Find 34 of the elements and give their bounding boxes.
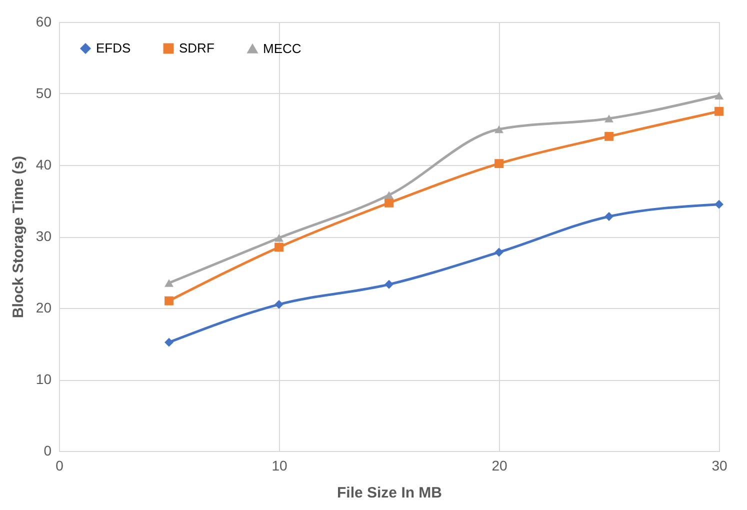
point	[384, 280, 394, 289]
point	[714, 106, 724, 116]
x-tick-label: 0	[56, 458, 64, 474]
x-axis-title: File Size In MB	[336, 484, 442, 502]
point	[494, 248, 504, 257]
point	[604, 212, 614, 221]
y-tick-label: 30	[36, 228, 52, 244]
legend-label: EFDS	[96, 40, 131, 56]
point	[604, 114, 614, 122]
point	[494, 125, 504, 134]
y-tick-label: 10	[36, 371, 52, 387]
point	[494, 159, 504, 168]
point	[164, 279, 174, 287]
point	[274, 234, 284, 242]
point	[274, 242, 284, 252]
point	[714, 92, 724, 100]
point	[604, 132, 614, 141]
x-tick-label: 10	[272, 458, 288, 474]
legend-label: MECC	[263, 40, 302, 56]
point	[384, 191, 394, 199]
point	[274, 300, 284, 309]
point	[384, 198, 394, 208]
x-tick-label: 30	[712, 458, 728, 474]
x-tick-label: 20	[492, 458, 508, 474]
y-tick-label: 40	[36, 156, 52, 172]
legend-label: SDRF	[179, 40, 214, 56]
y-axis-title: Block Storage Time (s)	[10, 156, 27, 318]
point	[714, 200, 724, 209]
y-tick-label: 0	[44, 442, 52, 458]
y-tick-label: 20	[36, 300, 52, 316]
point	[164, 338, 174, 347]
point	[164, 296, 174, 306]
y-tick-label: 50	[36, 85, 52, 101]
y-tick-label: 60	[36, 14, 52, 30]
